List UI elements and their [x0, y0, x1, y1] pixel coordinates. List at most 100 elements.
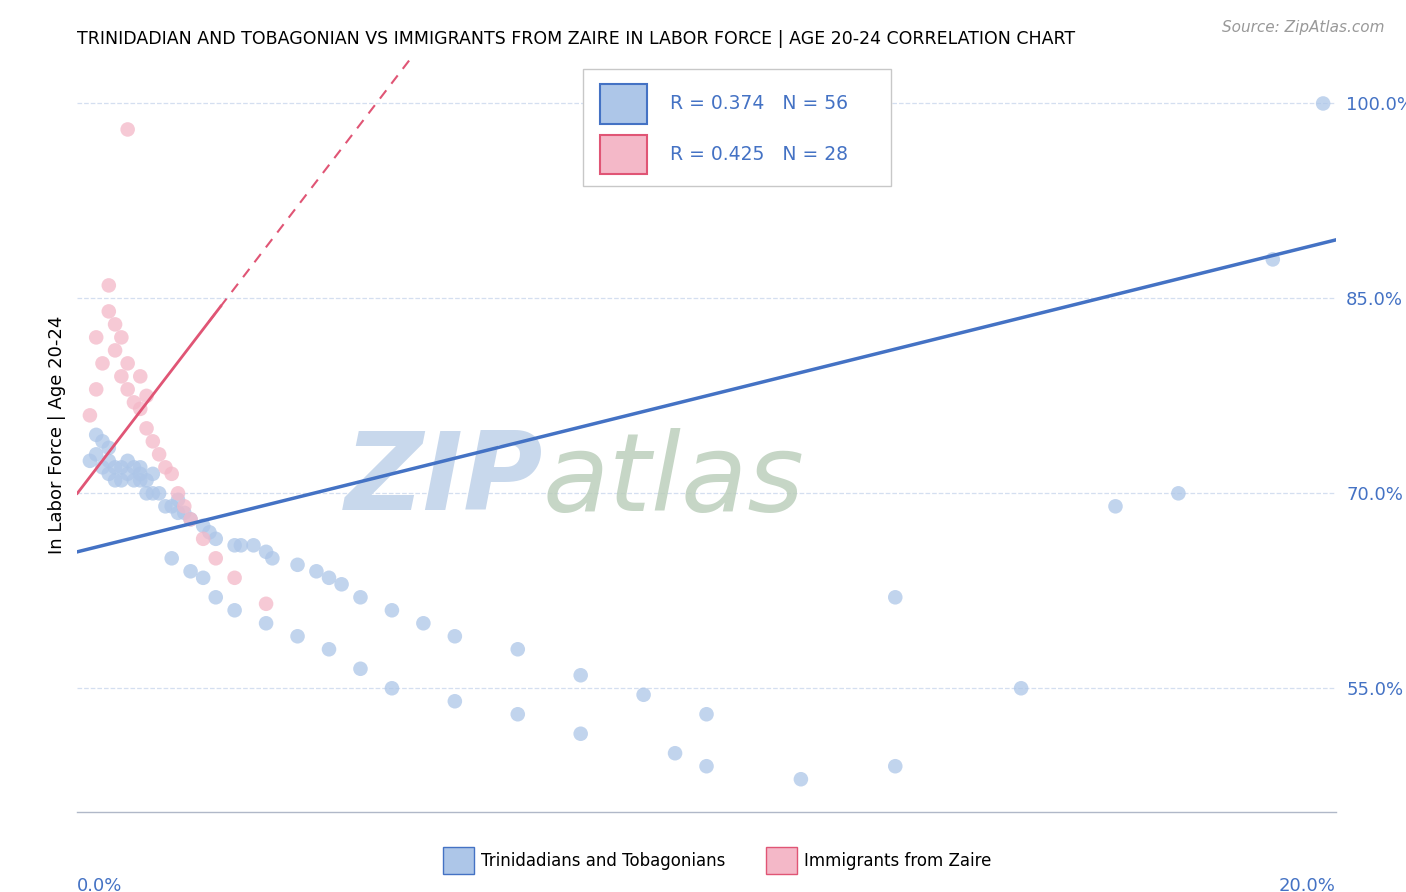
Point	[129, 467, 152, 481]
Point	[129, 473, 152, 487]
Point	[155, 500, 177, 514]
Point	[506, 707, 529, 722]
Point	[97, 467, 120, 481]
Point	[129, 460, 152, 475]
Point	[884, 591, 907, 605]
Point	[173, 506, 195, 520]
Point	[696, 707, 718, 722]
Point	[167, 486, 190, 500]
Point	[122, 460, 145, 475]
Point	[117, 356, 139, 370]
Point	[229, 538, 252, 552]
Point	[204, 591, 226, 605]
Point	[224, 571, 246, 585]
Point	[117, 383, 139, 397]
Point	[104, 318, 127, 332]
Point	[664, 746, 686, 760]
Point	[444, 694, 467, 708]
Text: TRINIDADIAN AND TOBAGONIAN VS IMMIGRANTS FROM ZAIRE IN LABOR FORCE | AGE 20-24 C: TRINIDADIAN AND TOBAGONIAN VS IMMIGRANTS…	[77, 30, 1076, 48]
Bar	[599, 135, 647, 174]
Point	[287, 629, 309, 643]
Point	[412, 616, 434, 631]
Point	[104, 460, 127, 475]
Point	[1010, 681, 1032, 696]
Point	[242, 538, 264, 552]
Point	[135, 486, 157, 500]
Point	[122, 395, 145, 409]
Point	[104, 473, 127, 487]
Point	[97, 454, 120, 468]
Point	[1104, 500, 1126, 514]
Point	[110, 369, 132, 384]
Y-axis label: In Labor Force | Age 20-24: In Labor Force | Age 20-24	[48, 316, 66, 554]
Point	[444, 629, 467, 643]
Point	[97, 304, 120, 318]
Point	[790, 772, 813, 787]
Point	[1167, 486, 1189, 500]
Point	[262, 551, 284, 566]
Text: R = 0.425   N = 28: R = 0.425 N = 28	[671, 145, 848, 164]
Point	[160, 551, 183, 566]
Point	[180, 512, 202, 526]
Text: Immigrants from Zaire: Immigrants from Zaire	[804, 852, 991, 870]
Point	[84, 330, 107, 344]
Point	[1312, 96, 1334, 111]
Point	[173, 500, 195, 514]
Point	[167, 506, 190, 520]
Point	[91, 356, 114, 370]
Point	[1261, 252, 1284, 267]
Point	[167, 492, 190, 507]
Point	[97, 441, 120, 455]
Point	[191, 518, 215, 533]
Point	[84, 428, 107, 442]
Point	[122, 473, 145, 487]
Point	[135, 421, 157, 435]
Point	[254, 545, 277, 559]
Point	[254, 597, 277, 611]
Point	[305, 564, 328, 578]
Point	[204, 551, 226, 566]
Point	[142, 467, 165, 481]
Point	[349, 662, 371, 676]
Point	[110, 330, 132, 344]
Point	[117, 467, 139, 481]
Point	[569, 727, 592, 741]
Point	[148, 447, 170, 461]
Point	[287, 558, 309, 572]
Point	[104, 343, 127, 358]
Point	[884, 759, 907, 773]
Point	[84, 383, 107, 397]
Bar	[766, 847, 797, 874]
Point	[160, 500, 183, 514]
Point	[224, 538, 246, 552]
Point	[318, 571, 340, 585]
Point	[129, 401, 152, 416]
Point	[180, 564, 202, 578]
Text: 0.0%: 0.0%	[77, 877, 122, 892]
Point	[191, 571, 215, 585]
Point	[191, 532, 215, 546]
Text: ZIP: ZIP	[344, 427, 543, 533]
Point	[569, 668, 592, 682]
Text: Trinidadians and Tobagonians: Trinidadians and Tobagonians	[481, 852, 725, 870]
Text: R = 0.374   N = 56: R = 0.374 N = 56	[671, 95, 848, 113]
Point	[160, 467, 183, 481]
Point	[180, 512, 202, 526]
Point	[84, 447, 107, 461]
Point	[142, 434, 165, 449]
Point	[254, 616, 277, 631]
Point	[381, 603, 404, 617]
Point	[91, 434, 114, 449]
Bar	[599, 85, 647, 124]
Point	[148, 486, 170, 500]
Point	[135, 389, 157, 403]
Point	[79, 409, 101, 423]
Point	[91, 460, 114, 475]
Point	[97, 278, 120, 293]
Point	[117, 122, 139, 136]
Point	[381, 681, 404, 696]
Point	[155, 460, 177, 475]
Point	[633, 688, 655, 702]
Point	[142, 486, 165, 500]
Point	[204, 532, 226, 546]
